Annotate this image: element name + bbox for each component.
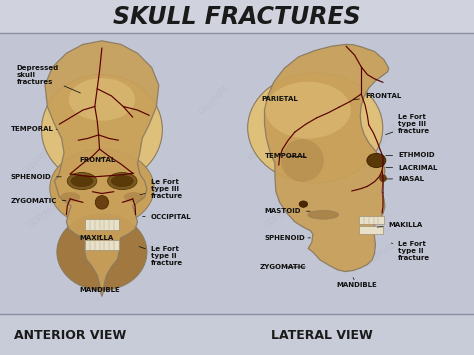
Text: Copyright: Copyright — [21, 143, 55, 176]
Bar — [359, 216, 384, 224]
Text: LATERAL VIEW: LATERAL VIEW — [272, 329, 373, 342]
Text: THE PRESENTING: THE PRESENTING — [78, 108, 131, 162]
Text: Material: Material — [246, 135, 275, 163]
Bar — [359, 226, 383, 234]
Text: FRONTAL: FRONTAL — [354, 93, 401, 100]
Text: ANTERIOR VIEW: ANTERIOR VIEW — [14, 329, 126, 342]
Text: THE PRESENTING: THE PRESENTING — [296, 62, 349, 115]
Ellipse shape — [124, 192, 144, 202]
Ellipse shape — [69, 78, 135, 121]
Text: Depressed
skull
fractures: Depressed skull fractures — [17, 65, 81, 93]
Ellipse shape — [57, 214, 147, 290]
Text: MATERIAL: MATERIAL — [124, 241, 160, 270]
Text: MATERIAL: MATERIAL — [361, 241, 397, 270]
Ellipse shape — [379, 174, 387, 182]
Bar — [85, 240, 118, 250]
Ellipse shape — [95, 196, 109, 209]
Text: TEMPORAL: TEMPORAL — [10, 126, 57, 132]
Text: Le Fort
type III
fracture: Le Fort type III fracture — [140, 179, 183, 199]
Text: NASAL: NASAL — [386, 176, 424, 182]
Ellipse shape — [111, 175, 134, 187]
Text: ETHMOID: ETHMOID — [386, 153, 435, 158]
Text: Copyright: Copyright — [197, 83, 230, 116]
Ellipse shape — [367, 153, 386, 168]
Text: PARIETAL: PARIETAL — [262, 96, 299, 102]
Bar — [0, 0, 474, 33]
Text: COPYRIGHT: COPYRIGHT — [27, 197, 68, 229]
Text: Le Fort
type II
fracture: Le Fort type II fracture — [392, 241, 430, 261]
Text: Le Fort
type III
fracture: Le Fort type III fracture — [386, 114, 430, 135]
Ellipse shape — [60, 192, 80, 202]
Text: FRONTAL: FRONTAL — [80, 157, 116, 163]
Text: ZYGOMATIC: ZYGOMATIC — [260, 264, 306, 270]
Text: SPHENOID: SPHENOID — [10, 174, 61, 180]
Text: MANDIBLE: MANDIBLE — [80, 288, 120, 293]
Ellipse shape — [308, 210, 338, 219]
Polygon shape — [264, 44, 389, 272]
Text: ZYGOMATIC: ZYGOMATIC — [10, 198, 66, 203]
Ellipse shape — [248, 73, 383, 183]
Ellipse shape — [50, 149, 154, 227]
Polygon shape — [45, 41, 159, 296]
Text: GROUP: GROUP — [376, 122, 401, 148]
Text: SKULL FRACTURES: SKULL FRACTURES — [113, 5, 361, 29]
Ellipse shape — [108, 173, 137, 190]
Text: MAKILLA: MAKILLA — [377, 223, 423, 228]
Ellipse shape — [71, 175, 93, 187]
Ellipse shape — [265, 82, 351, 138]
Bar — [85, 219, 118, 230]
Ellipse shape — [67, 173, 97, 190]
Ellipse shape — [41, 75, 162, 185]
Text: MASTOID: MASTOID — [264, 208, 310, 214]
Text: COPYRIGHT: COPYRIGHT — [264, 197, 305, 229]
Ellipse shape — [299, 201, 308, 207]
Text: LACRIMAL: LACRIMAL — [386, 165, 438, 170]
Text: OCCIPITAL: OCCIPITAL — [143, 214, 191, 219]
Text: TEMPORAL: TEMPORAL — [264, 153, 307, 159]
Text: SPHENOID: SPHENOID — [264, 235, 310, 241]
Text: MANDIBLE: MANDIBLE — [337, 278, 377, 288]
Ellipse shape — [281, 139, 324, 182]
Bar — [0, 314, 474, 355]
Text: MAXILLA: MAXILLA — [80, 235, 114, 241]
Text: Le Fort
type II
fracture: Le Fort type II fracture — [139, 246, 183, 266]
Text: Material: Material — [43, 75, 71, 103]
Text: GROUP: GROUP — [153, 172, 179, 197]
